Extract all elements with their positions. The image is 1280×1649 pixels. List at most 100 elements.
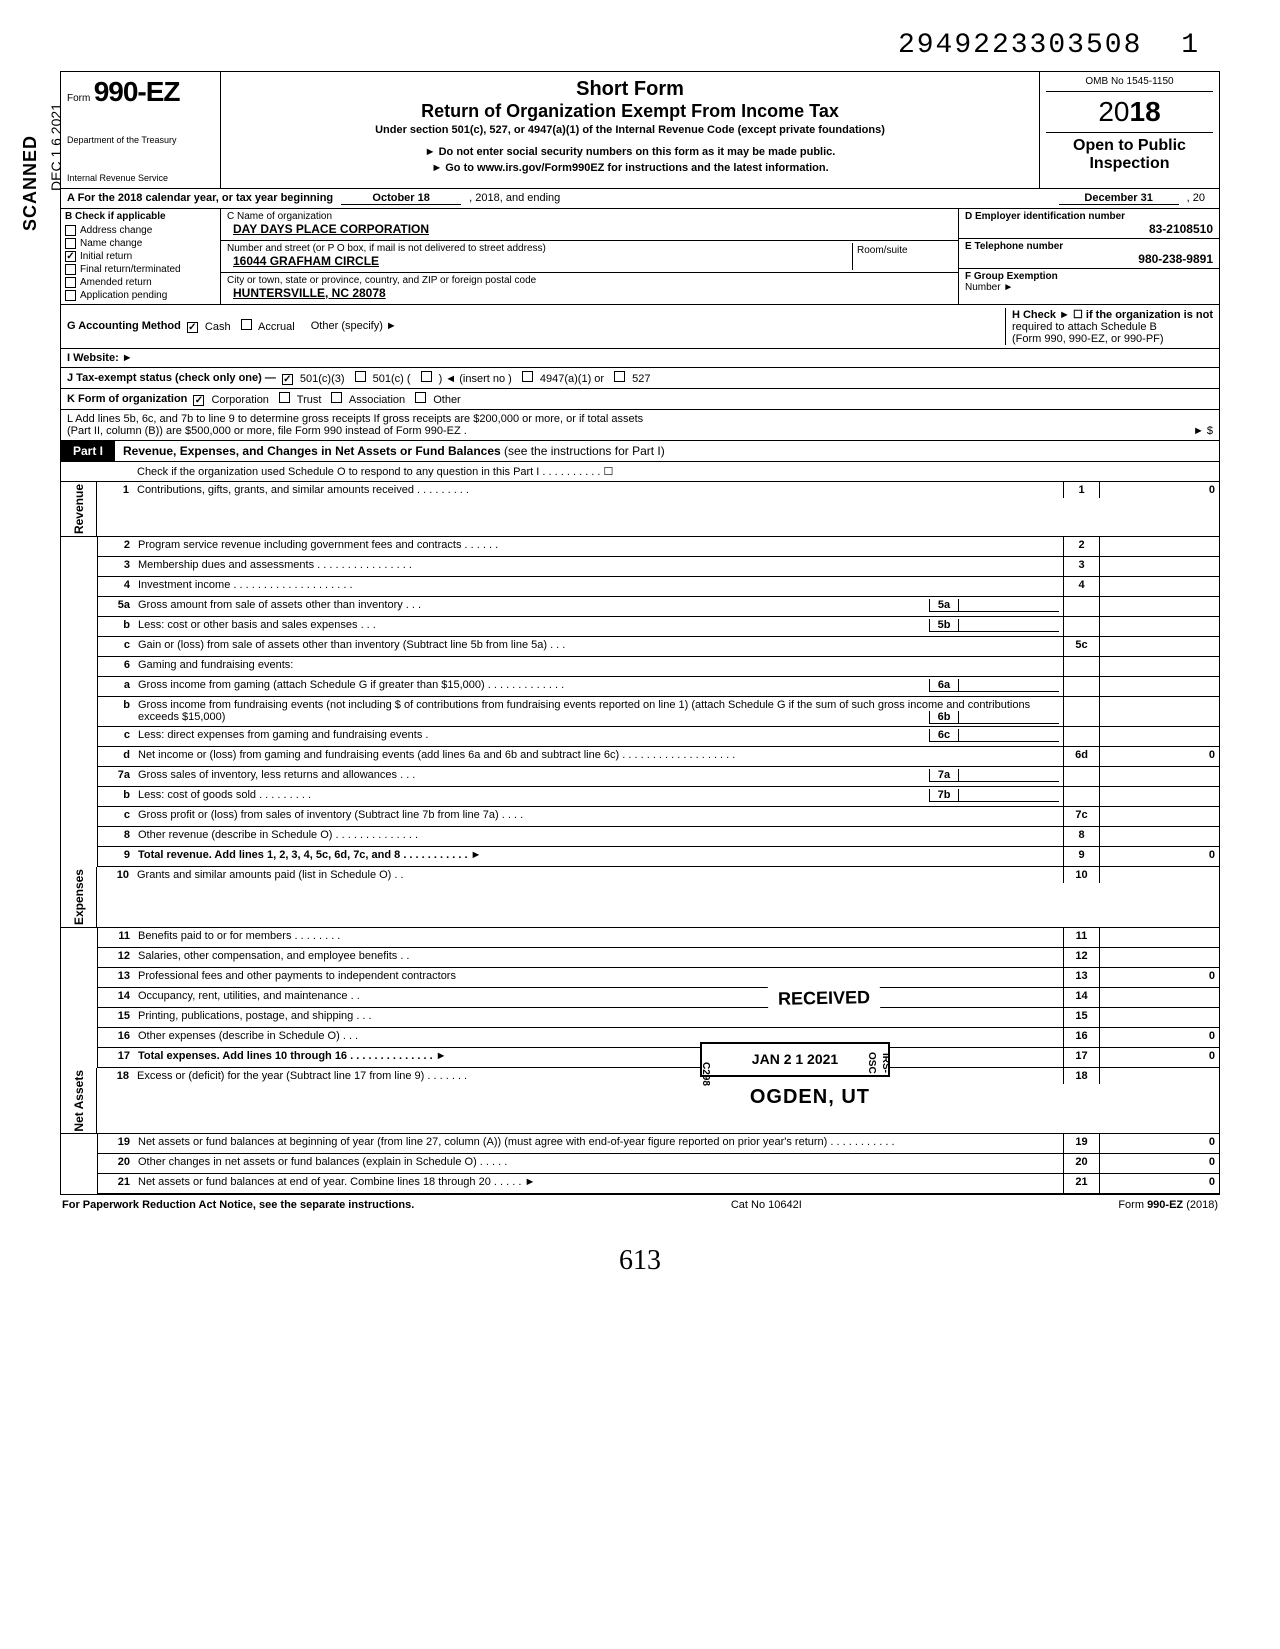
- side-cat: Net Assets: [61, 1068, 97, 1134]
- checkbox-icon[interactable]: [421, 371, 432, 382]
- checkbox-icon[interactable]: ✓: [282, 374, 293, 385]
- option: Association: [331, 394, 405, 406]
- line-a-mid: , 2018, and ending: [469, 192, 560, 205]
- line-idx: [1063, 697, 1099, 726]
- col-e: E Telephone number 980-238-9891: [959, 239, 1219, 269]
- line-number: 16: [98, 1028, 134, 1047]
- form-line: 19 Net assets or fund balances at beginn…: [97, 1134, 1219, 1154]
- stamp-date: JAN 2 1 2021 IRS-OSC C298: [700, 1042, 890, 1078]
- checkbox-icon[interactable]: [241, 319, 252, 330]
- checkbox-icon[interactable]: [65, 290, 76, 301]
- checkbox-label: Amended return: [80, 277, 152, 288]
- form-line: d Net income or (loss) from gaming and f…: [97, 747, 1219, 767]
- form-line: 9 Total revenue. Add lines 1, 2, 3, 4, 5…: [97, 847, 1219, 867]
- line-idx: 14: [1063, 988, 1099, 1007]
- checkbox-icon[interactable]: ✓: [65, 251, 76, 262]
- line-amount: [1099, 637, 1219, 656]
- line-g-other: Other (specify) ►: [311, 320, 397, 332]
- line-idx: 10: [1063, 867, 1099, 883]
- line-idx: 11: [1063, 928, 1099, 947]
- line-number: 7a: [98, 767, 134, 786]
- line-idx: 2: [1063, 537, 1099, 556]
- checkbox-icon[interactable]: [522, 371, 533, 382]
- form-prefix: Form: [67, 93, 90, 104]
- checkbox-icon[interactable]: [65, 238, 76, 249]
- part1-title-bold: Revenue, Expenses, and Changes in Net As…: [123, 444, 501, 458]
- form-line: Expenses 10 Grants and similar amounts p…: [61, 867, 1219, 928]
- checkbox-icon[interactable]: [415, 392, 426, 403]
- part1-title: Revenue, Expenses, and Changes in Net As…: [115, 441, 673, 461]
- scanned-date: DEC 1 6 2021: [48, 103, 64, 191]
- line-number: 14: [98, 988, 134, 1007]
- col-c-addr-row: Number and street (or P O box, if mail i…: [221, 241, 958, 273]
- col-d-label: D Employer identification number: [965, 211, 1213, 222]
- checkbox-icon[interactable]: [65, 225, 76, 236]
- checkbox-icon[interactable]: ✓: [187, 322, 198, 333]
- line-amount: [1099, 597, 1219, 616]
- line-amount: [1099, 577, 1219, 596]
- checkbox-icon[interactable]: ✓: [193, 395, 204, 406]
- line-j: J Tax-exempt status (check only one) — ✓…: [61, 368, 1219, 389]
- line-idx: [1063, 657, 1099, 676]
- footer: For Paperwork Reduction Act Notice, see …: [60, 1195, 1220, 1215]
- checkbox-row: Address change: [61, 224, 220, 237]
- line-desc: Other revenue (describe in Schedule O) .…: [134, 827, 1063, 846]
- checkbox-label: Final return/terminated: [80, 264, 181, 275]
- line-idx: 13: [1063, 968, 1099, 987]
- line-l: L Add lines 5b, 6c, and 7b to line 9 to …: [61, 410, 1219, 441]
- line-number: 4: [98, 577, 134, 596]
- label-city: City or town, state or province, country…: [227, 275, 536, 286]
- line-number: b: [98, 697, 134, 726]
- line-g: G Accounting Method ✓ Cash Accrual Other…: [61, 305, 1219, 349]
- top-number: 2949223303508: [898, 30, 1142, 61]
- stamp-ogden: OGDEN, UT: [740, 1077, 880, 1117]
- option: ✓ 501(c)(3): [282, 373, 345, 385]
- line-amount: 0: [1099, 1028, 1219, 1047]
- checkbox-icon[interactable]: [614, 371, 625, 382]
- line-desc: Gross sales of inventory, less returns a…: [134, 767, 1063, 786]
- top-number-trail: 1: [1181, 30, 1200, 61]
- title-short-form: Short Form: [227, 78, 1033, 101]
- header-right: OMB No 1545-1150 2018 Open to Public Ins…: [1039, 72, 1219, 188]
- checkbox-icon[interactable]: [65, 264, 76, 275]
- line-idx: 3: [1063, 557, 1099, 576]
- col-b-header: B Check if applicable: [61, 209, 220, 224]
- checkbox-icon[interactable]: [279, 392, 290, 403]
- form-line: a Gross income from gaming (attach Sched…: [97, 677, 1219, 697]
- part1-tab: Part I: [61, 441, 115, 461]
- line-idx: 4: [1063, 577, 1099, 596]
- line-idx: 8: [1063, 827, 1099, 846]
- line-idx: 20: [1063, 1154, 1099, 1173]
- lines-container: Revenue 1 Contributions, gifts, grants, …: [61, 482, 1219, 1195]
- line-desc: Net assets or fund balances at beginning…: [134, 1134, 1063, 1153]
- line-amount: 0: [1099, 1154, 1219, 1173]
- checkbox-icon[interactable]: [355, 371, 366, 382]
- option: 4947(a)(1) or: [522, 373, 604, 385]
- checkbox-icon[interactable]: [331, 392, 342, 403]
- option: ✓ Corporation: [193, 394, 269, 406]
- year-outline: 20: [1098, 96, 1129, 127]
- form-line: 15 Printing, publications, postage, and …: [97, 1008, 1219, 1028]
- line-desc: Less: direct expenses from gaming and fu…: [134, 727, 1063, 746]
- org-city: HUNTERSVILLE, NC 28078: [227, 286, 952, 302]
- line-idx: [1063, 597, 1099, 616]
- scanned-stamp: SCANNED: [20, 135, 41, 231]
- line-desc: Salaries, other compensation, and employ…: [134, 948, 1063, 967]
- line-idx: 9: [1063, 847, 1099, 866]
- footer-right: Form 990-EZ (2018): [1118, 1199, 1218, 1211]
- line-desc: Benefits paid to or for members . . . . …: [134, 928, 1063, 947]
- org-addr: 16044 GRAFHAM CIRCLE: [227, 254, 852, 270]
- year-bold: 18: [1130, 96, 1161, 127]
- line-desc: Membership dues and assessments . . . . …: [134, 557, 1063, 576]
- col-c: C Name of organization DAY DAYS PLACE CO…: [221, 209, 959, 304]
- line-amount: [1099, 867, 1219, 883]
- col-d: D Employer identification number 83-2108…: [959, 209, 1219, 239]
- line-desc: Net assets or fund balances at end of ye…: [134, 1174, 1063, 1193]
- form-line: 21 Net assets or fund balances at end of…: [97, 1174, 1219, 1194]
- line-h-label3: (Form 990, 990-EZ, or 990-PF): [1012, 333, 1164, 345]
- line-idx: [1063, 767, 1099, 786]
- form-line: 4 Investment income . . . . . . . . . . …: [97, 577, 1219, 597]
- checkbox-icon[interactable]: [65, 277, 76, 288]
- line-amount: [1099, 657, 1219, 676]
- line-k-label: K Form of organization: [67, 393, 187, 405]
